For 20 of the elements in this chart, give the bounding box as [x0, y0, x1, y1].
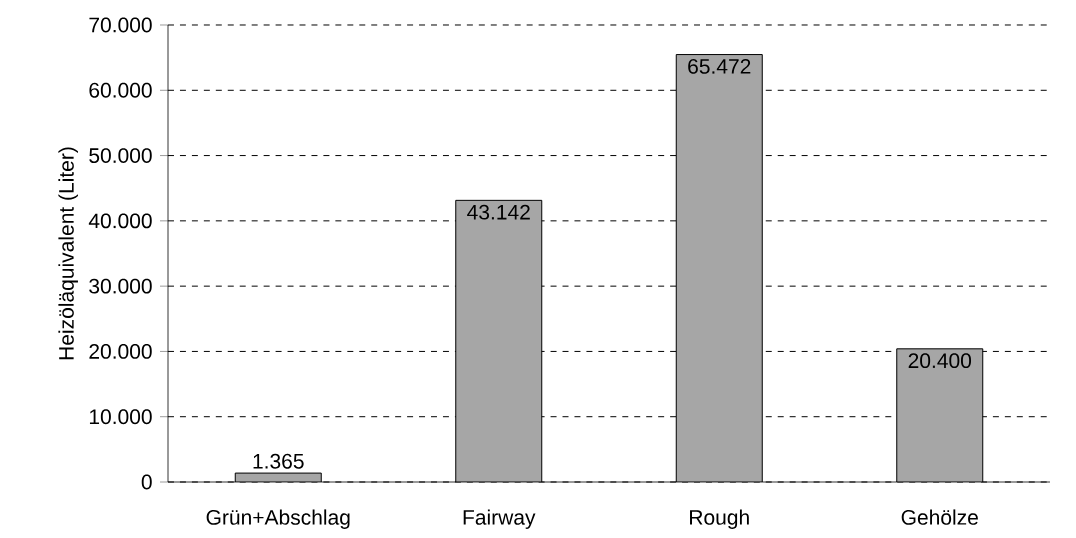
- data-label: 1.365: [253, 453, 304, 469]
- bar: [676, 54, 763, 482]
- y-tick-label: 0: [141, 474, 152, 490]
- bar: [896, 348, 984, 482]
- x-tick-label: Grün+Abschlag: [206, 509, 350, 529]
- data-label: 43.142: [467, 204, 530, 220]
- data-label: 65.472: [688, 58, 751, 74]
- x-tick-label: Gehölze: [901, 509, 978, 525]
- y-tick-label: 20.000: [89, 344, 152, 359]
- data-label: 20.400: [908, 353, 972, 369]
- bar: [455, 200, 542, 482]
- y-tick-label: 40.000: [88, 213, 152, 229]
- y-axis-title: Heizöläquivalent (Liter): [58, 147, 78, 360]
- x-tick-label: Rough: [690, 509, 749, 529]
- y-tick-label: 50.000: [89, 148, 152, 164]
- x-tick-label: Fairway: [463, 509, 536, 529]
- y-tick-label: 30.000: [89, 278, 152, 294]
- y-tick-label: 70.000: [89, 17, 152, 33]
- y-tick-label: 10.000: [89, 409, 152, 425]
- y-tick-label: 60.000: [89, 82, 152, 98]
